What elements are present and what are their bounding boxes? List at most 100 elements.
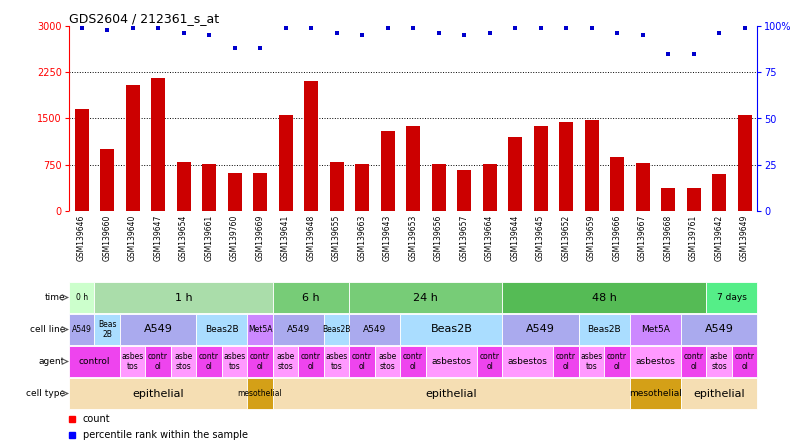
Text: asbes
tos: asbes tos <box>326 352 347 371</box>
Text: GSM139655: GSM139655 <box>332 214 341 261</box>
Bar <box>457 170 471 211</box>
Bar <box>687 188 701 211</box>
Text: GSM139664: GSM139664 <box>485 214 494 261</box>
Point <box>382 24 394 32</box>
Text: agent: agent <box>39 357 65 366</box>
Point <box>126 24 139 32</box>
Text: Beas2B: Beas2B <box>587 325 621 334</box>
Point <box>279 24 292 32</box>
Bar <box>349 314 400 345</box>
Point <box>713 30 726 37</box>
Bar <box>100 149 114 211</box>
Bar <box>202 164 216 211</box>
Bar <box>349 282 502 313</box>
Text: 6 h: 6 h <box>302 293 320 302</box>
Text: 0 h: 0 h <box>75 293 87 302</box>
Point <box>636 32 649 39</box>
Point <box>534 24 547 32</box>
Text: contr
ol: contr ol <box>480 352 500 371</box>
Text: GSM139666: GSM139666 <box>612 214 621 261</box>
Text: A549: A549 <box>526 325 555 334</box>
Point <box>228 45 241 52</box>
Bar <box>375 346 400 377</box>
Text: GSM139659: GSM139659 <box>587 214 596 261</box>
Text: GSM139657: GSM139657 <box>459 214 469 261</box>
Point <box>509 24 522 32</box>
Bar <box>630 314 681 345</box>
Text: Met5A: Met5A <box>641 325 670 334</box>
Bar <box>502 346 553 377</box>
Text: time: time <box>45 293 65 302</box>
Bar <box>381 131 394 211</box>
Text: GSM139668: GSM139668 <box>663 214 672 261</box>
Text: contr
ol: contr ol <box>735 352 755 371</box>
Bar <box>355 164 369 211</box>
Text: mesothelial: mesothelial <box>237 389 283 398</box>
Bar <box>94 314 120 345</box>
Bar <box>349 346 375 377</box>
Point <box>432 30 445 37</box>
Bar <box>502 282 706 313</box>
Bar <box>534 126 548 211</box>
Bar <box>712 174 726 211</box>
Text: asbestos: asbestos <box>508 357 548 366</box>
Bar <box>738 115 752 211</box>
Bar <box>508 137 522 211</box>
Text: asbe
stos: asbe stos <box>378 352 397 371</box>
Bar <box>196 314 247 345</box>
Text: contr
ol: contr ol <box>403 352 423 371</box>
Text: contr
ol: contr ol <box>684 352 704 371</box>
Bar <box>304 82 318 211</box>
Bar <box>661 188 675 211</box>
Bar <box>681 378 757 409</box>
Bar <box>604 346 630 377</box>
Bar <box>222 346 247 377</box>
Text: asbes
tos: asbes tos <box>224 352 245 371</box>
Text: asbestos: asbestos <box>432 357 471 366</box>
Text: GSM139649: GSM139649 <box>740 214 749 261</box>
Text: GSM139654: GSM139654 <box>179 214 188 261</box>
Text: 1 h: 1 h <box>175 293 193 302</box>
Point <box>177 30 190 37</box>
Point <box>75 24 88 32</box>
Text: Met5A: Met5A <box>248 325 272 334</box>
Bar <box>228 173 241 211</box>
Text: GSM139642: GSM139642 <box>714 214 723 261</box>
Text: control: control <box>79 357 110 366</box>
Point <box>100 26 113 33</box>
Text: asbes
tos: asbes tos <box>581 352 603 371</box>
Bar <box>579 346 604 377</box>
Text: asbe
stos: asbe stos <box>710 352 728 371</box>
Text: asbes
tos: asbes tos <box>122 352 143 371</box>
Point <box>611 30 624 37</box>
Point <box>330 30 343 37</box>
Bar <box>681 346 706 377</box>
Text: GSM139656: GSM139656 <box>434 214 443 261</box>
Bar <box>247 346 273 377</box>
Text: percentile rank within the sample: percentile rank within the sample <box>83 430 248 440</box>
Point <box>458 32 471 39</box>
Text: mesothelial: mesothelial <box>629 389 682 398</box>
Bar <box>126 85 139 211</box>
Bar <box>559 122 573 211</box>
Text: Beas2B: Beas2B <box>430 325 472 334</box>
Bar <box>706 346 732 377</box>
Bar <box>324 346 349 377</box>
Text: GSM139660: GSM139660 <box>103 214 112 261</box>
Bar <box>273 282 349 313</box>
Bar <box>502 314 579 345</box>
Point <box>151 24 164 32</box>
Bar <box>706 282 757 313</box>
Text: GSM139640: GSM139640 <box>128 214 137 261</box>
Point <box>202 32 215 39</box>
Text: GSM139643: GSM139643 <box>383 214 392 261</box>
Bar <box>432 164 446 211</box>
Point <box>738 24 751 32</box>
Text: cell type: cell type <box>26 389 65 398</box>
Bar <box>400 314 502 345</box>
Point <box>560 24 573 32</box>
Point <box>305 24 318 32</box>
Text: contr
ol: contr ol <box>148 352 168 371</box>
Bar <box>298 346 324 377</box>
Text: Beas
2B: Beas 2B <box>98 320 117 339</box>
